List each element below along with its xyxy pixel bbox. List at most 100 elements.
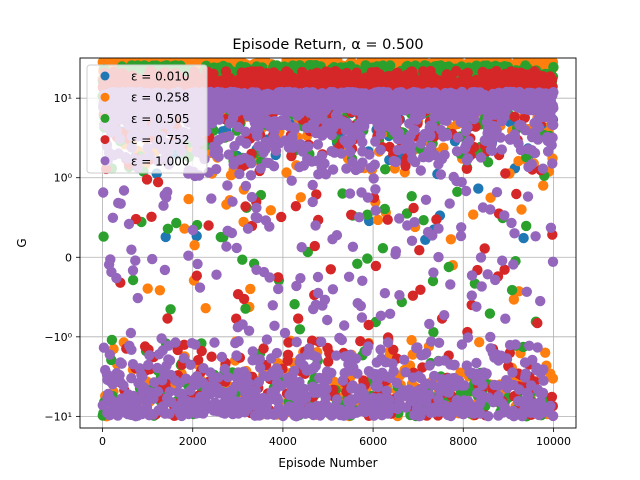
data-point <box>281 167 292 178</box>
data-point <box>240 201 251 212</box>
data-point <box>422 226 434 238</box>
data-point <box>475 252 487 263</box>
data-point <box>260 215 272 226</box>
data-point <box>282 355 293 366</box>
data-point <box>293 313 304 324</box>
data-point <box>547 158 558 169</box>
data-point <box>245 283 256 295</box>
data-point <box>179 223 190 234</box>
data-point <box>468 209 479 220</box>
data-point <box>441 69 453 80</box>
data-point <box>309 240 320 252</box>
data-point <box>142 283 153 294</box>
data-point <box>445 234 457 245</box>
data-point <box>470 121 481 132</box>
data-point <box>368 173 379 184</box>
data-point <box>479 243 490 254</box>
data-point <box>323 356 334 367</box>
data-point <box>154 285 166 296</box>
data-point <box>431 79 442 90</box>
data-point <box>475 152 487 163</box>
data-point <box>372 214 384 226</box>
data-point <box>406 191 417 202</box>
data-point <box>462 332 474 343</box>
data-point <box>426 336 437 347</box>
data-point <box>243 325 255 336</box>
data-point <box>192 258 203 270</box>
data-point <box>415 284 426 295</box>
data-point <box>220 66 232 77</box>
data-point <box>165 304 176 315</box>
data-point <box>258 343 269 354</box>
data-point <box>538 180 549 191</box>
data-point <box>293 74 305 86</box>
data-point <box>508 76 519 87</box>
data-point <box>337 188 348 199</box>
data-point <box>171 217 182 229</box>
data-point <box>225 170 237 181</box>
data-point <box>261 334 273 345</box>
data-point <box>375 344 386 355</box>
data-point <box>312 287 324 299</box>
data-point <box>513 155 524 167</box>
data-point <box>499 73 511 85</box>
data-point <box>370 260 382 272</box>
data-point <box>373 75 384 86</box>
data-point <box>290 201 302 212</box>
data-point <box>352 258 363 269</box>
data-point <box>511 188 522 200</box>
data-point <box>339 320 350 331</box>
data-point <box>355 336 366 347</box>
data-point <box>227 196 238 207</box>
data-point <box>344 188 356 199</box>
data-point <box>546 74 558 85</box>
data-point <box>413 371 424 382</box>
data-point <box>183 193 194 205</box>
data-point <box>254 78 265 89</box>
data-point <box>207 76 218 88</box>
data-point <box>185 359 196 370</box>
data-point <box>433 251 444 263</box>
data-point <box>524 69 535 80</box>
data-point <box>234 168 245 180</box>
data-point <box>127 274 139 286</box>
data-point <box>272 272 284 283</box>
data-point <box>240 180 252 192</box>
data-point <box>254 66 266 77</box>
data-point <box>491 187 503 198</box>
data-point <box>237 254 248 265</box>
data-point <box>418 152 429 163</box>
data-point <box>363 319 374 331</box>
data-point <box>482 269 493 280</box>
data-point <box>401 78 412 90</box>
data-point <box>507 367 518 378</box>
data-point <box>546 391 558 403</box>
data-point <box>461 163 472 174</box>
data-point <box>312 139 324 150</box>
data-point <box>220 77 231 88</box>
data-point <box>268 67 279 78</box>
data-point <box>178 353 190 364</box>
data-point <box>286 150 297 162</box>
data-point <box>500 168 511 179</box>
data-point <box>130 255 141 266</box>
data-point <box>452 186 463 197</box>
data-point <box>295 273 306 284</box>
data-point <box>345 146 356 158</box>
data-point <box>499 264 510 275</box>
chart-title: Episode Return, α = 0.500 <box>232 37 423 53</box>
data-point <box>481 74 493 86</box>
data-point <box>304 59 315 71</box>
data-point <box>206 351 217 362</box>
data-point <box>193 354 204 366</box>
data-point <box>408 202 419 214</box>
data-point <box>388 366 399 377</box>
data-point <box>420 194 432 205</box>
data-point <box>362 253 373 264</box>
data-point <box>532 317 543 329</box>
data-point <box>343 271 355 282</box>
data-point <box>407 290 419 301</box>
data-point <box>189 240 200 251</box>
data-point <box>219 363 230 375</box>
data-point <box>375 144 386 155</box>
